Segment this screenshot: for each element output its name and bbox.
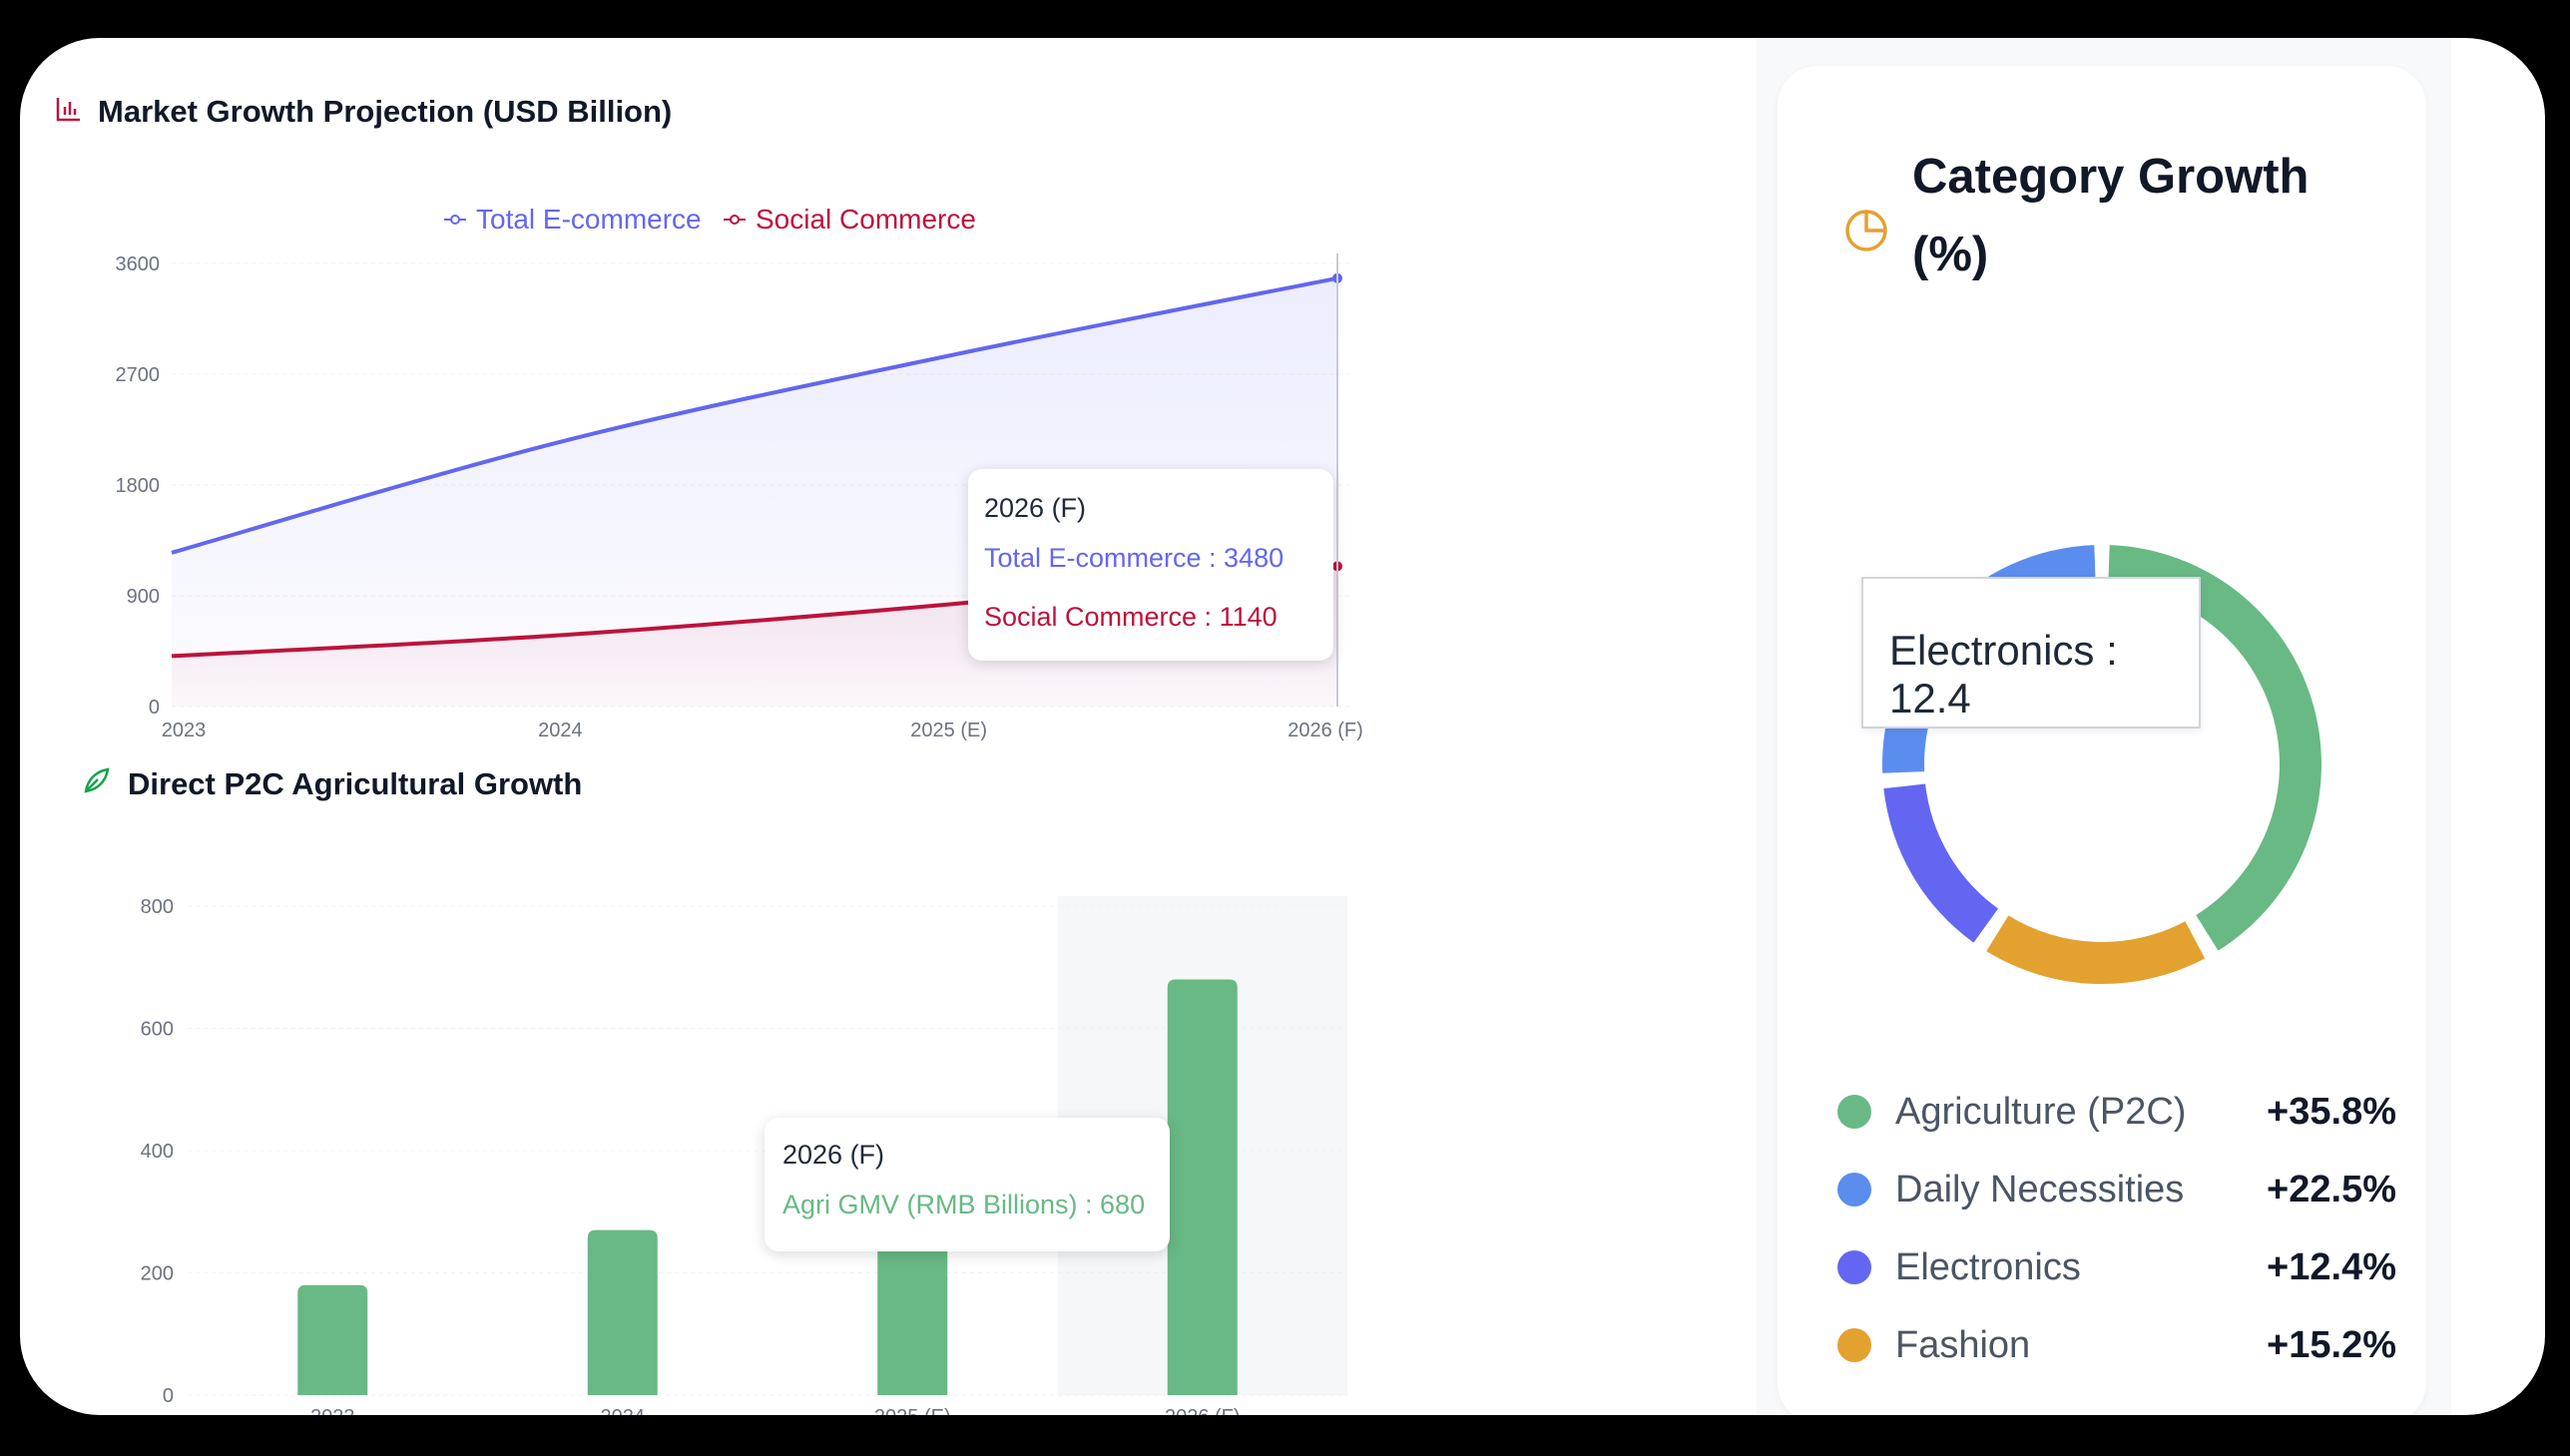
legend-percentage: +12.4% bbox=[2267, 1245, 2396, 1288]
legend-item: Electronics +12.4% bbox=[1837, 1237, 2396, 1297]
category-growth-card: Category Growth (%) Electronics : 12.4 A… bbox=[1778, 66, 2426, 1415]
legend-label: Daily Necessities bbox=[1895, 1168, 2185, 1211]
legend-label: Agriculture (P2C) bbox=[1895, 1090, 2187, 1133]
legend-marker-icon bbox=[730, 215, 740, 225]
tooltip-title: 2026 (F) bbox=[984, 493, 1087, 523]
leaf-icon bbox=[82, 765, 112, 803]
market-growth-title: Market Growth Projection (USD Billion) bbox=[98, 94, 673, 129]
legend-label: Fashion bbox=[1895, 1323, 2031, 1366]
x-tick-label: 2024 bbox=[538, 720, 583, 741]
legend-marker-icon bbox=[450, 215, 460, 225]
y-tick-label: 0 bbox=[163, 1385, 174, 1407]
agri-growth-chart: 0 200 400 600 800 2023 2024 2025 (E) 2026 (F) bbox=[141, 896, 1347, 1415]
tooltip-total-value: Total E-commerce : 3480 bbox=[984, 543, 1285, 573]
market-growth-chart: 0 900 1800 2700 3600 2023 2024 2025 (E) 2026 (F)… bbox=[116, 204, 1363, 741]
legend-percentage: +35.8% bbox=[2267, 1090, 2396, 1133]
legend-dot-icon bbox=[1837, 1095, 1871, 1129]
legend-total-ecommerce: Total E-commerce bbox=[476, 204, 702, 235]
donut-slice-fashion bbox=[1986, 915, 2206, 984]
pie-chart-icon bbox=[1843, 208, 1889, 258]
dashboard-frame: Market Growth Projection (USD Billion) 0… bbox=[20, 38, 2545, 1415]
x-tick-label: 2026 (F) bbox=[1287, 720, 1363, 741]
line-chart-tooltip: 2026 (F) Total E-commerce : 3480 Social … bbox=[968, 469, 1333, 661]
x-tick-label: 2024 bbox=[601, 1406, 646, 1415]
y-tick-label: 200 bbox=[141, 1263, 174, 1285]
y-tick-label: 600 bbox=[141, 1019, 174, 1041]
agri-bar bbox=[587, 1229, 658, 1395]
legend-social-commerce: Social Commerce bbox=[756, 204, 976, 235]
donut-tooltip: Electronics : 12.4 bbox=[1861, 577, 2201, 728]
legend-percentage: +22.5% bbox=[2267, 1168, 2396, 1211]
legend-label: Electronics bbox=[1895, 1245, 2081, 1288]
agri-growth-title: Direct P2C Agricultural Growth bbox=[128, 766, 583, 801]
legend-item: Fashion +15.2% bbox=[1837, 1315, 2396, 1375]
y-tick-label: 3600 bbox=[116, 253, 161, 275]
donut-slice-agriculture bbox=[2108, 545, 2321, 951]
y-tick-label: 2700 bbox=[116, 364, 161, 386]
legend-percentage: +15.2% bbox=[2267, 1323, 2396, 1366]
x-tick-label: 2023 bbox=[162, 720, 207, 741]
tooltip-social-value: Social Commerce : 1140 bbox=[984, 602, 1278, 632]
bar-chart-icon bbox=[56, 94, 82, 130]
total-ecommerce-line bbox=[171, 275, 1338, 555]
y-tick-label: 1800 bbox=[116, 475, 161, 497]
x-tick-label: 2026 (F) bbox=[1165, 1406, 1241, 1415]
y-tick-label: 900 bbox=[127, 586, 160, 608]
agri-bar bbox=[297, 1284, 368, 1395]
x-tick-label: 2025 (E) bbox=[910, 720, 987, 741]
x-tick-label: 2023 bbox=[310, 1406, 355, 1415]
donut-tooltip-text: Electronics : 12.4 bbox=[1889, 627, 2118, 722]
agri-growth-heading: Direct P2C Agricultural Growth bbox=[82, 765, 582, 803]
agri-bar bbox=[1167, 979, 1238, 1395]
x-tick-label: 2025 (E) bbox=[874, 1406, 951, 1415]
bar-chart-tooltip: 2026 (F) Agri GMV (RMB Billions) : 680 bbox=[765, 1118, 1170, 1251]
legend-dot-icon bbox=[1837, 1173, 1871, 1207]
tooltip-title: 2026 (F) bbox=[782, 1140, 885, 1170]
y-tick-label: 800 bbox=[141, 896, 174, 918]
donut-slice-electronics bbox=[1883, 783, 1999, 943]
category-growth-title: Category Growth (%) bbox=[1912, 150, 2310, 281]
tooltip-agri-value: Agri GMV (RMB Billions) : 680 bbox=[782, 1190, 1146, 1219]
legend-item: Daily Necessities +22.5% bbox=[1837, 1160, 2396, 1219]
market-growth-heading: Market Growth Projection (USD Billion) bbox=[56, 94, 672, 130]
legend-dot-icon bbox=[1837, 1250, 1871, 1284]
legend-dot-icon bbox=[1837, 1328, 1871, 1362]
y-tick-label: 400 bbox=[141, 1141, 174, 1163]
y-tick-label: 0 bbox=[149, 697, 160, 719]
legend-item: Agriculture (P2C) +35.8% bbox=[1837, 1082, 2396, 1142]
